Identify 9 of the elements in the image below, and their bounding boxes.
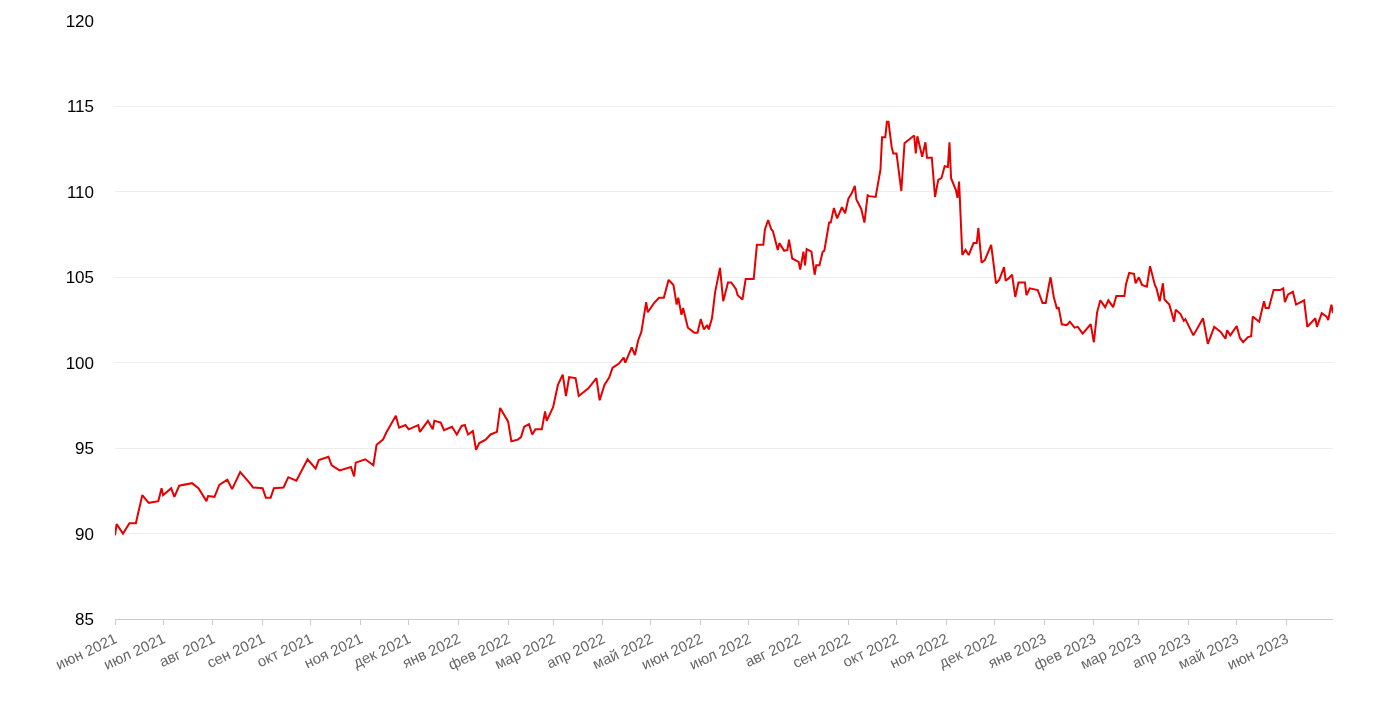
- y-tick-label: 95: [75, 439, 94, 459]
- y-tick-label: 115: [66, 97, 94, 117]
- y-tick-label: 100: [65, 353, 94, 373]
- y-tick-label: 120: [65, 11, 94, 31]
- y-tick-label: 90: [75, 524, 94, 544]
- y-tick-label: 110: [66, 182, 94, 202]
- y-tick-label: 85: [75, 609, 94, 629]
- y-tick-label: 105: [65, 268, 94, 288]
- line-series: [115, 120, 1333, 537]
